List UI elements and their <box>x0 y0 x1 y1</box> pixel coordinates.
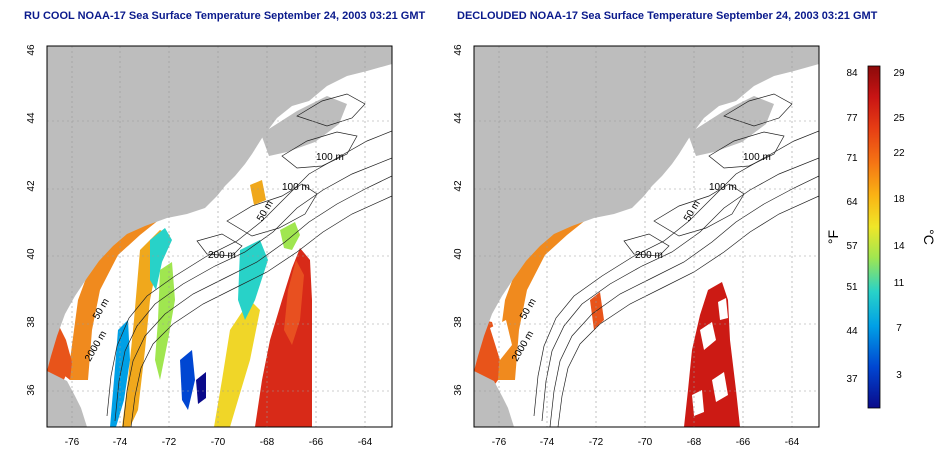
lat-tick-label: 40 <box>26 248 37 260</box>
right-contour-label: 100 m <box>709 182 737 193</box>
fahrenheit-tick: 37 <box>846 374 858 385</box>
lon-tick-label: -70 <box>211 437 226 448</box>
fahrenheit-tick: 84 <box>846 68 858 79</box>
fahrenheit-tick: 77 <box>846 113 858 124</box>
lon-tick-label: -74 <box>540 437 555 448</box>
left-contour-label: 100 m <box>282 182 310 193</box>
celsius-unit-label: °C <box>921 229 937 245</box>
lat-tick-label: 44 <box>26 112 37 124</box>
colorbar-gradient <box>867 65 881 409</box>
lon-tick-label: -68 <box>260 437 275 448</box>
lon-tick-label: -74 <box>113 437 128 448</box>
lat-tick-label: 42 <box>26 180 37 192</box>
lon-tick-label: -70 <box>638 437 653 448</box>
temperature-colorbar: 84 77 71 64 57 51 44 37 29 25 22 18 14 1… <box>825 65 937 409</box>
celsius-tick: 29 <box>893 68 905 79</box>
fahrenheit-tick: 44 <box>846 326 858 337</box>
lon-tick-label: -66 <box>736 437 751 448</box>
right-lon-ticks: -76 -74 -72 -70 -68 -66 -64 <box>492 437 800 448</box>
fahrenheit-unit-label: °F <box>825 230 841 244</box>
lon-tick-label: -68 <box>687 437 702 448</box>
left-map-panel: 100 m 100 m 50 m 200 m 50 m 2000 m -76 -… <box>26 44 393 448</box>
left-map-title: RU COOL NOAA-17 Sea Surface Temperature … <box>24 10 426 22</box>
lat-tick-label: 36 <box>453 384 464 396</box>
lat-tick-label: 46 <box>453 44 464 56</box>
lat-tick-label: 40 <box>453 248 464 260</box>
left-lat-ticks: 46 44 42 40 38 36 <box>26 44 37 396</box>
colorbar-celsius-ticks: 29 25 22 18 14 11 7 3 <box>893 68 905 381</box>
fahrenheit-tick: 64 <box>846 197 858 208</box>
lon-tick-label: -64 <box>358 437 373 448</box>
lat-tick-label: 38 <box>26 316 37 328</box>
lat-tick-label: 46 <box>26 44 37 56</box>
celsius-tick: 18 <box>893 194 905 205</box>
celsius-tick: 3 <box>896 370 902 381</box>
celsius-tick: 14 <box>893 241 905 252</box>
lon-tick-label: -76 <box>492 437 507 448</box>
lon-tick-label: -72 <box>162 437 177 448</box>
right-contour-label: 100 m <box>743 152 771 163</box>
lon-tick-label: -72 <box>589 437 604 448</box>
fahrenheit-tick: 71 <box>846 153 858 164</box>
celsius-tick: 22 <box>893 148 905 159</box>
lon-tick-label: -76 <box>65 437 80 448</box>
celsius-tick: 25 <box>893 113 905 124</box>
left-map-border <box>46 45 393 428</box>
lon-tick-label: -64 <box>785 437 800 448</box>
lat-tick-label: 42 <box>453 180 464 192</box>
fahrenheit-tick: 57 <box>846 241 858 252</box>
right-map-panel: 100 m 100 m 50 m 200 m 50 m 2000 m -76 -… <box>453 44 820 448</box>
left-lon-ticks: -76 -74 -72 -70 -68 -66 -64 <box>65 437 373 448</box>
left-contour-label: 100 m <box>316 152 344 163</box>
celsius-tick: 7 <box>896 323 902 334</box>
right-map-border <box>473 45 820 428</box>
left-contour-label: 200 m <box>208 250 236 261</box>
lat-tick-label: 44 <box>453 112 464 124</box>
lat-tick-label: 38 <box>453 316 464 328</box>
colorbar-fahrenheit-ticks: 84 77 71 64 57 51 44 37 <box>846 68 858 385</box>
right-map-title: DECLOUDED NOAA-17 Sea Surface Temperatur… <box>457 10 878 22</box>
right-lat-ticks: 46 44 42 40 38 36 <box>453 44 464 396</box>
fahrenheit-tick: 51 <box>846 282 858 293</box>
celsius-tick: 11 <box>894 278 905 289</box>
right-contour-label: 200 m <box>635 250 663 261</box>
lon-tick-label: -66 <box>309 437 324 448</box>
lat-tick-label: 36 <box>26 384 37 396</box>
